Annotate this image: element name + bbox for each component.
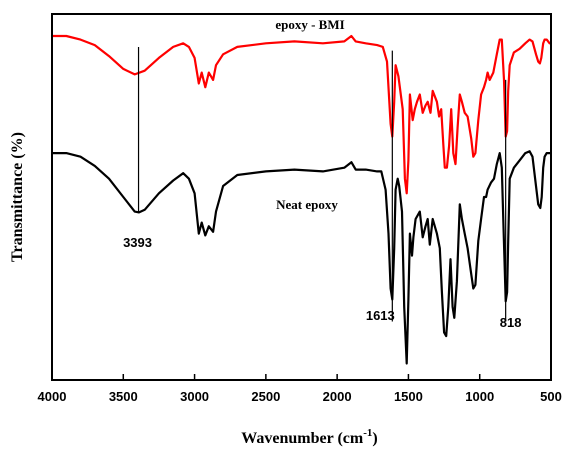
- x-tick-label-2000: 2000: [323, 389, 352, 404]
- x-tick-label-1500: 1500: [394, 389, 423, 404]
- series-line-neat-epoxy: [52, 150, 551, 365]
- x-tick-label-500: 500: [540, 389, 562, 404]
- x-ticks: 4000 3500 3000 2500 2000 1500 1000 500: [38, 374, 562, 404]
- x-axis-title: Wavenumber (cm-1): [241, 427, 377, 447]
- series-label-epoxy-bmi: epoxy - BMI: [275, 17, 344, 32]
- plot-frame: [51, 13, 552, 381]
- x-tick-label-3500: 3500: [109, 389, 138, 404]
- x-tick-label-2500: 2500: [251, 389, 280, 404]
- x-tick-label-1000: 1000: [465, 389, 494, 404]
- x-axis-title-superscript: -1: [363, 427, 372, 439]
- annotation-label-818: 818: [500, 315, 522, 330]
- annotation-label-3393: 3393: [123, 235, 152, 250]
- annotation-layer: 3393 1613 818: [123, 46, 522, 330]
- x-axis-title-close: ): [372, 430, 377, 447]
- y-axis-title: Transmittance (%): [9, 132, 26, 262]
- x-tick-label-3000: 3000: [180, 389, 209, 404]
- series-layer: [52, 34, 551, 365]
- series-label-neat-epoxy: Neat epoxy: [276, 197, 338, 212]
- annotation-label-1613: 1613: [366, 308, 395, 323]
- x-tick-label-4000: 4000: [38, 389, 67, 404]
- x-axis-title-main: Wavenumber (cm: [241, 430, 364, 447]
- series-line-epoxy-bmi: [52, 34, 551, 195]
